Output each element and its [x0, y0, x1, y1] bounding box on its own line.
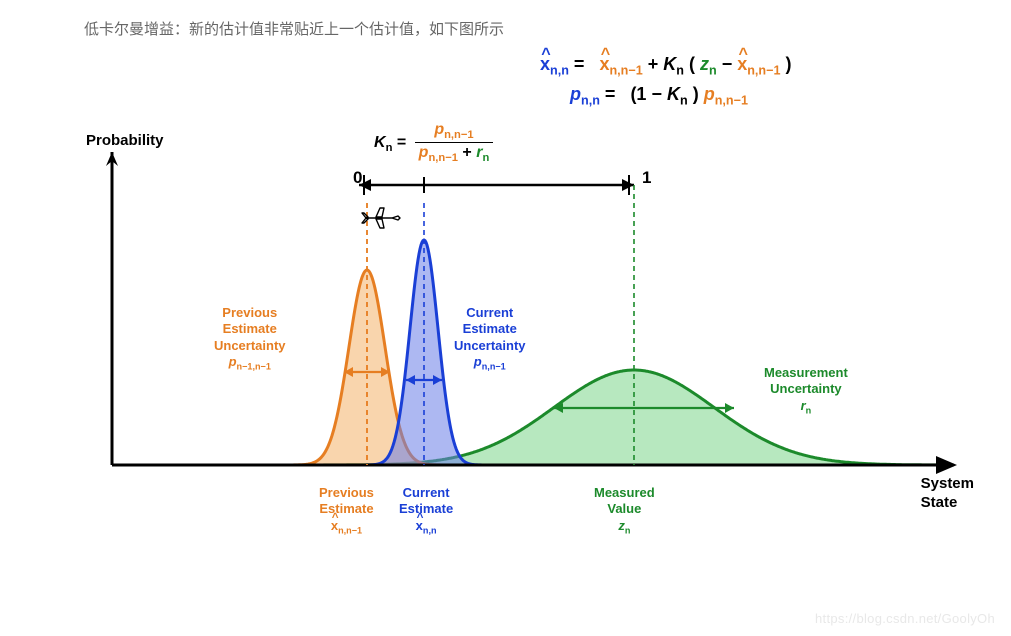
blue-bottom-label: Current Estimate xn,n	[399, 485, 453, 536]
watermark: https://blog.csdn.net/GoolyOh	[815, 611, 995, 626]
orange-uncertainty-label: Previous Estimate Uncertainty pn−1,n−1	[214, 305, 286, 373]
kalman-gain-chart: Probability Kn = pn,n−1 pn,n−1 + rn 0 1 …	[84, 140, 974, 610]
x-axis-label: System State	[921, 475, 974, 513]
equations-top: xn,n = xn,n−1 + Kn ( zn − xn,n−1 ) pn,n …	[540, 54, 792, 113]
blue-uncertainty-label: Current Estimate Uncertainty pn,n−1	[454, 305, 526, 373]
orange-bottom-label: Previous Estimate xn,n−1	[319, 485, 374, 536]
equation-covariance-update: pn,n = (1 − Kn ) pn,n−1	[540, 84, 792, 108]
green-uncertainty-label: Measurement Uncertainty rn	[764, 365, 848, 416]
equation-state-update: xn,n = xn,n−1 + Kn ( zn − xn,n−1 )	[540, 54, 792, 78]
green-bottom-label: Measured Value zn	[594, 485, 655, 536]
kn-equation: Kn = pn,n−1 pn,n−1 + rn	[374, 120, 497, 165]
scale-zero: 0	[353, 167, 362, 188]
scale-one: 1	[642, 167, 651, 188]
title-text: 低卡尔曼增益：新的估计值非常贴近上一个估计值，如下图所示	[84, 18, 504, 39]
y-axis-label: Probability	[86, 132, 164, 151]
